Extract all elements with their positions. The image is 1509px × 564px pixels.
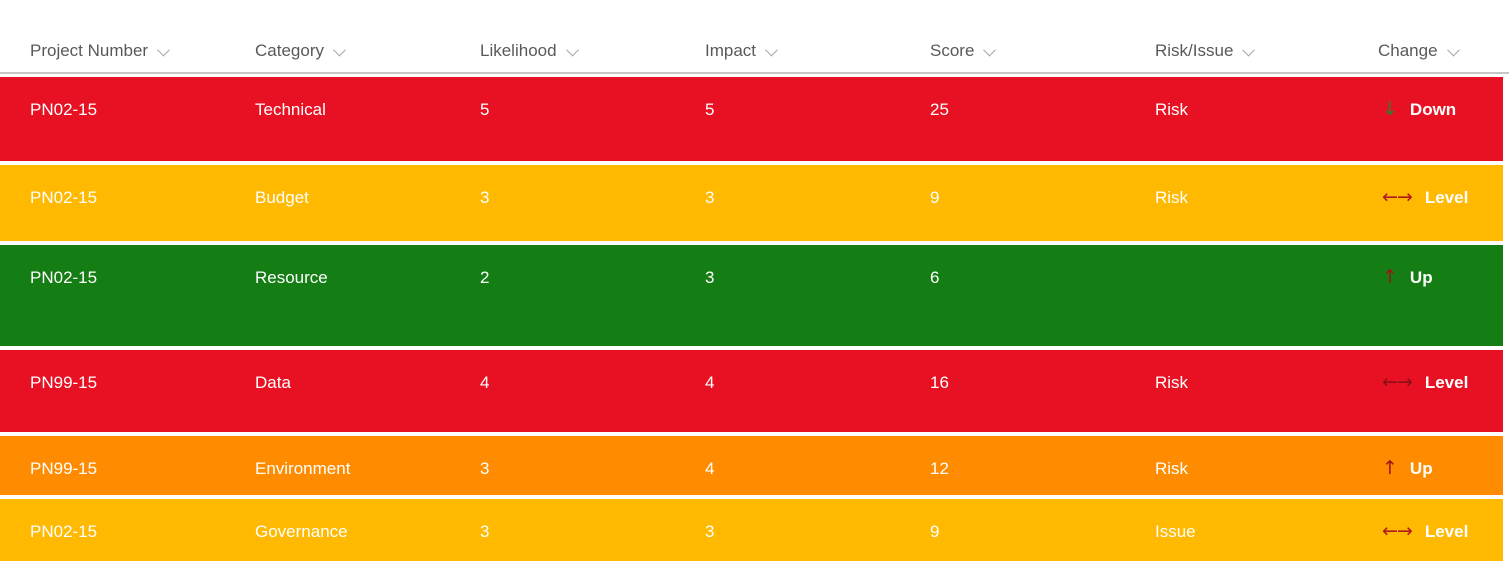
likelihood-cell: 3 xyxy=(480,459,490,478)
table-row[interactable]: PN02-15 Governance 3 3 9 Issue ←→ Level xyxy=(0,499,1503,561)
change-label: Up xyxy=(1409,459,1433,478)
chevron-down-icon xyxy=(565,43,579,56)
table-header: Project Number Category Likelihood Impac… xyxy=(0,0,1509,74)
arrow-level-icon: ←→ xyxy=(1382,520,1413,542)
likelihood-cell: 3 xyxy=(480,522,490,541)
column-header-label: Likelihood xyxy=(480,41,557,60)
category-cell: Data xyxy=(255,373,291,392)
project-number-cell: PN02-15 xyxy=(30,100,98,119)
category-cell: Resource xyxy=(255,268,328,287)
column-header-label: Impact xyxy=(705,41,757,60)
risk-issue-cell: Risk xyxy=(1155,373,1189,392)
change-label: Level xyxy=(1424,522,1469,541)
chevron-down-icon xyxy=(1446,43,1460,56)
score-cell: 16 xyxy=(930,373,949,392)
score-cell: 6 xyxy=(930,268,940,287)
column-header-label: Category xyxy=(255,41,324,60)
arrow-up-icon: ↑ xyxy=(1382,266,1398,288)
impact-cell: 3 xyxy=(705,188,715,207)
impact-cell: 5 xyxy=(705,100,715,119)
likelihood-cell: 5 xyxy=(480,100,490,119)
category-cell: Governance xyxy=(255,522,348,541)
change-cell: ↑ Up xyxy=(1378,436,1503,495)
column-header-impact[interactable]: Impact xyxy=(705,41,930,61)
project-number-cell: PN99-15 xyxy=(30,373,98,392)
score-cell: 9 xyxy=(930,522,940,541)
score-cell: 25 xyxy=(930,100,949,119)
impact-cell: 4 xyxy=(705,373,715,392)
project-number-cell: PN02-15 xyxy=(30,188,98,207)
change-label: Up xyxy=(1409,268,1433,287)
arrow-level-icon: ←→ xyxy=(1382,186,1413,208)
change-label: Level xyxy=(1424,373,1469,392)
change-cell: ←→ Level xyxy=(1378,350,1503,432)
column-header-label: Project Number xyxy=(30,41,149,60)
project-number-cell: PN02-15 xyxy=(30,522,98,541)
likelihood-cell: 3 xyxy=(480,188,490,207)
arrow-up-icon: ↑ xyxy=(1382,457,1398,479)
column-header-score[interactable]: Score xyxy=(930,41,1155,61)
risk-issue-cell: Risk xyxy=(1155,459,1189,478)
likelihood-cell: 2 xyxy=(480,268,490,287)
column-header-risk-issue[interactable]: Risk/Issue xyxy=(1155,41,1378,61)
project-number-cell: PN02-15 xyxy=(30,268,98,287)
risk-issue-cell xyxy=(1155,245,1378,346)
table-row[interactable]: PN02-15 Resource 2 3 6 ↑ Up xyxy=(0,245,1503,346)
chevron-down-icon xyxy=(765,43,778,56)
risk-issue-cell: Issue xyxy=(1155,522,1196,541)
column-header-label: Score xyxy=(930,41,975,60)
change-label: Level xyxy=(1424,188,1469,207)
chevron-down-icon xyxy=(1242,43,1256,56)
category-cell: Budget xyxy=(255,188,309,207)
score-cell: 9 xyxy=(930,188,940,207)
table-row[interactable]: PN99-15 Data 4 4 16 Risk ←→ Level xyxy=(0,350,1503,432)
risk-issue-cell: Risk xyxy=(1155,100,1189,119)
table-row[interactable]: PN02-15 Budget 3 3 9 Risk ←→ Level xyxy=(0,165,1503,241)
column-header-category[interactable]: Category xyxy=(255,41,480,61)
change-cell: ←→ Level xyxy=(1378,165,1503,241)
change-cell: ←→ Level xyxy=(1378,499,1503,561)
column-header-project-number[interactable]: Project Number xyxy=(30,41,255,61)
chevron-down-icon xyxy=(157,43,170,56)
project-number-cell: PN99-15 xyxy=(30,459,98,478)
likelihood-cell: 4 xyxy=(480,373,490,392)
chevron-down-icon xyxy=(333,43,346,56)
impact-cell: 3 xyxy=(705,268,715,287)
category-cell: Technical xyxy=(255,100,326,119)
impact-cell: 3 xyxy=(705,522,715,541)
arrow-down-icon: ↓ xyxy=(1382,98,1398,120)
impact-cell: 4 xyxy=(705,459,715,478)
chevron-down-icon xyxy=(983,43,997,56)
change-cell: ↑ Up xyxy=(1378,245,1503,346)
change-label: Down xyxy=(1409,100,1457,119)
change-cell: ↓ Down xyxy=(1378,77,1503,161)
column-header-change[interactable]: Change xyxy=(1378,41,1509,61)
category-cell: Environment xyxy=(255,459,351,478)
column-header-label: Change xyxy=(1378,41,1438,60)
column-header-label: Risk/Issue xyxy=(1155,41,1234,60)
score-cell: 12 xyxy=(930,459,949,478)
risk-issue-cell: Risk xyxy=(1155,188,1189,207)
arrow-level-icon: ←→ xyxy=(1382,371,1413,393)
table-row[interactable]: PN02-15 Technical 5 5 25 Risk ↓ Down xyxy=(0,77,1503,161)
table-row[interactable]: PN99-15 Environment 3 4 12 Risk ↑ Up xyxy=(0,436,1503,495)
column-header-likelihood[interactable]: Likelihood xyxy=(480,41,705,61)
